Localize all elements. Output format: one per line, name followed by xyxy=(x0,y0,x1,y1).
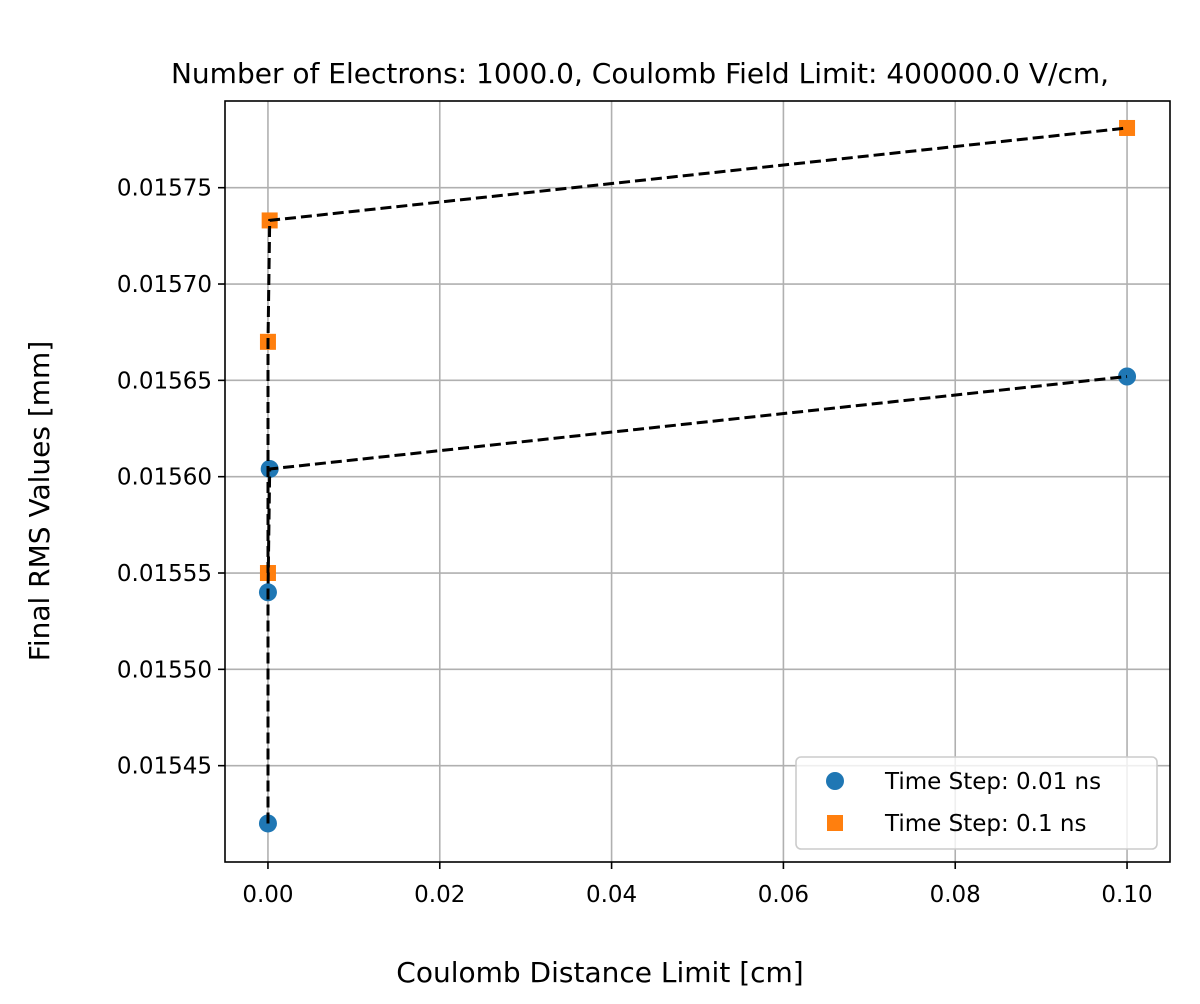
legend-marker xyxy=(827,815,843,831)
y-tick-label: 0.01560 xyxy=(117,465,212,491)
legend-box xyxy=(795,756,1158,850)
dashed-line xyxy=(266,126,1128,573)
axis-ticks: 0.00 0.02 0.04 0.06 0.08 0.10 0.01545 0.01550 0.… xyxy=(117,176,1153,908)
y-tick-label: 0.01570 xyxy=(117,272,212,298)
plot-frame xyxy=(224,100,1171,863)
data-points xyxy=(258,119,1137,833)
x-tick-label: 0.04 xyxy=(586,882,637,908)
chart-title: Number of Electrons: 1000.0, Coulomb Fie… xyxy=(171,57,1109,90)
square-point xyxy=(1119,119,1136,136)
x-tick-label: 0.10 xyxy=(1101,882,1152,908)
legend-label: Time Step: 0.1 ns xyxy=(884,811,1086,837)
legend-label: Time Step: 0.01 ns xyxy=(884,769,1101,795)
y-tick-label: 0.01545 xyxy=(117,754,212,780)
y-tick-label: 0.01550 xyxy=(117,657,212,683)
y-tick-label: 0.01565 xyxy=(117,368,212,394)
grid-lines xyxy=(225,101,1170,862)
y-tick-label: 0.01555 xyxy=(117,561,212,587)
x-tick-label: 0.00 xyxy=(242,882,293,908)
x-tick-label: 0.08 xyxy=(930,882,981,908)
x-tick-label: 0.02 xyxy=(414,882,465,908)
y-axis-title: Final RMS Values [mm] xyxy=(23,341,56,662)
circle-point xyxy=(1118,367,1137,386)
legend-marker xyxy=(826,772,844,790)
x-tick-label: 0.06 xyxy=(758,882,809,908)
legend: Time Step: 0.01 ns Time Step: 0.1 ns xyxy=(795,756,1158,850)
y-tick-label: 0.01575 xyxy=(117,176,212,202)
x-axis-title: Coulomb Distance Limit [cm] xyxy=(396,956,803,989)
